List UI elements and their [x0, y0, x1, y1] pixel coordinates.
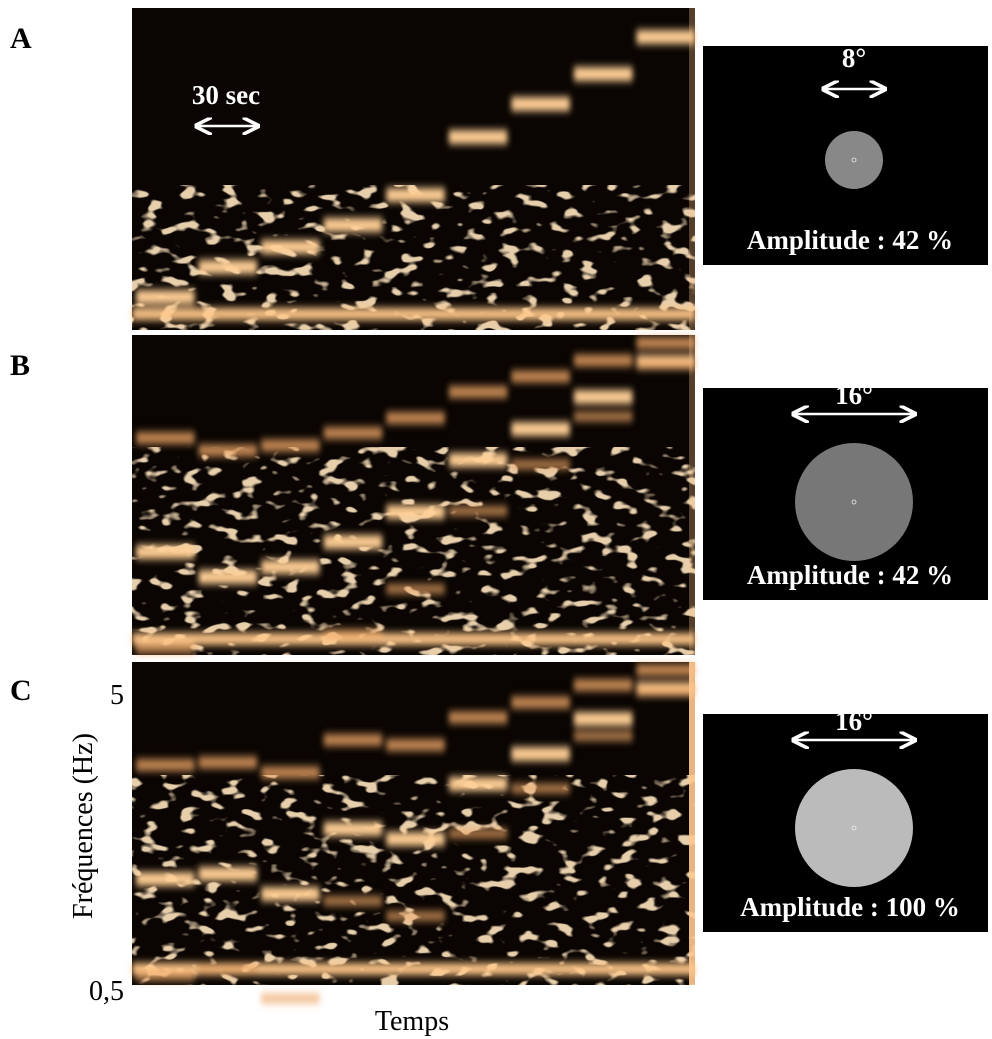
harmonic: [323, 734, 383, 746]
fixation-point: [851, 157, 857, 163]
harmonic: [261, 766, 320, 779]
harmonic: [136, 971, 195, 981]
stimulus-panel: 16° Amplitude : 100 %: [703, 706, 988, 932]
band: [198, 570, 258, 584]
harmonic: [386, 739, 445, 751]
panel-label: C: [10, 674, 32, 707]
harmonic: [323, 896, 383, 906]
harmonic: [136, 759, 195, 771]
band: [136, 290, 195, 304]
band: [261, 240, 320, 254]
right-edge: [689, 8, 695, 330]
harmonic: [573, 679, 633, 691]
band: [386, 505, 445, 519]
bands: [132, 30, 695, 320]
stimulus-disk: [825, 131, 883, 189]
spectrogram: [132, 335, 695, 692]
harmonic: [323, 629, 383, 639]
stimulus-panel: 16° Amplitude : 42 %: [703, 380, 988, 600]
harmonic: [261, 993, 320, 1004]
low-band: [132, 963, 695, 975]
scale-bar-label: 30 sec: [192, 80, 260, 110]
fixation-point: [851, 825, 857, 831]
harmonic: [573, 354, 633, 367]
y-min-label: 0,5: [89, 976, 124, 1007]
harmonic: [323, 427, 383, 439]
stimulus-disk: [795, 443, 913, 561]
stimulus-amplitude: Amplitude : 42 %: [747, 560, 953, 590]
band: [261, 560, 320, 574]
y-max-label: 5: [110, 680, 124, 711]
band: [511, 747, 570, 761]
harmonic: [198, 756, 258, 769]
harmonic: [136, 432, 195, 444]
harmonic: [511, 783, 570, 794]
band: [511, 422, 570, 436]
band: [323, 535, 383, 549]
harmonic: [386, 584, 445, 594]
band: [136, 872, 195, 886]
stimulus-panel: 8° Amplitude : 42 %: [703, 43, 988, 265]
stimuli: 8°Amplitude : 42 %16°Amplitude : 42 %16°…: [703, 43, 988, 932]
band: [448, 130, 508, 144]
stimulus-size: 16°: [835, 380, 873, 410]
band: [261, 887, 320, 901]
band: [198, 260, 258, 274]
spectrogram-noise: [132, 185, 695, 330]
stimulus-amplitude: Amplitude : 42 %: [747, 225, 953, 255]
band: [573, 712, 633, 726]
band: [136, 545, 195, 559]
band: [323, 822, 383, 836]
harmonic: [636, 337, 695, 349]
spectrograms: [132, 8, 695, 1004]
band: [386, 188, 445, 202]
harmonic: [573, 731, 633, 741]
band: [573, 390, 633, 404]
harmonic: [448, 386, 508, 398]
harmonic: [448, 711, 508, 724]
harmonic: [636, 686, 695, 696]
bands: [132, 337, 695, 692]
stimulus-size: 8°: [842, 43, 866, 73]
stimulus-disk: [795, 769, 913, 887]
low-band: [132, 308, 695, 320]
low-band: [132, 633, 695, 645]
harmonic: [198, 444, 258, 457]
spectrogram: [132, 8, 695, 330]
stimulus-amplitude: Amplitude : 100 %: [740, 892, 960, 922]
band: [386, 832, 445, 846]
fixation-point: [851, 499, 857, 505]
harmonic: [386, 911, 445, 921]
harmonic: [198, 963, 258, 974]
y-axis-label: Fréquences (Hz): [68, 733, 99, 919]
right-edge: [689, 662, 695, 985]
harmonic: [448, 506, 508, 516]
right-edge: [689, 335, 695, 655]
panel-label: A: [10, 22, 32, 55]
band: [198, 867, 258, 881]
harmonic: [386, 412, 445, 424]
harmonic: [511, 696, 570, 709]
stimulus-size: 16°: [835, 706, 873, 736]
harmonic: [636, 664, 695, 676]
harmonic: [448, 828, 508, 839]
band: [573, 67, 633, 81]
harmonic: [511, 370, 570, 383]
harmonic: [136, 644, 195, 654]
bands: [132, 664, 695, 1004]
harmonic: [636, 359, 695, 369]
spectrogram: [132, 662, 695, 1004]
harmonic: [573, 411, 633, 422]
band: [511, 97, 570, 111]
harmonic: [511, 459, 570, 470]
panel-label: B: [10, 349, 30, 382]
harmonic: [261, 439, 320, 452]
band: [448, 777, 508, 791]
x-axis-label: Temps: [375, 1006, 449, 1037]
band: [448, 453, 508, 467]
band: [323, 218, 383, 232]
band: [636, 30, 695, 44]
spectrogram-noise: [132, 447, 695, 655]
